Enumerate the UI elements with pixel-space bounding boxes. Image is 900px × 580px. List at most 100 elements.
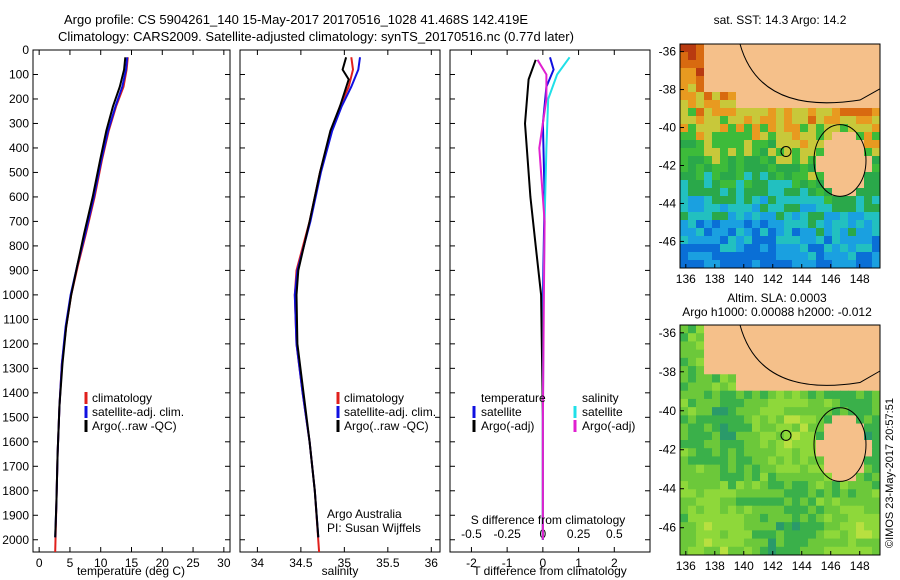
map-cell bbox=[720, 448, 729, 457]
map-cell bbox=[720, 228, 729, 237]
map-cell bbox=[696, 472, 705, 482]
map-cell bbox=[688, 481, 697, 490]
map-cell bbox=[728, 108, 737, 117]
coastline bbox=[739, 324, 881, 386]
map-cell bbox=[696, 415, 705, 425]
x-tick-label: 36 bbox=[425, 556, 439, 570]
map-cell bbox=[824, 52, 833, 61]
map-cell bbox=[680, 196, 689, 205]
map-cell bbox=[736, 357, 745, 367]
map-cell bbox=[776, 333, 785, 342]
map-cell bbox=[696, 172, 705, 181]
map-cell bbox=[792, 472, 801, 482]
map-cell bbox=[680, 513, 689, 523]
map-cell bbox=[824, 140, 833, 149]
map-cell bbox=[688, 228, 697, 237]
map-cell bbox=[768, 132, 777, 141]
map-cell bbox=[840, 188, 849, 197]
map-cell bbox=[840, 60, 849, 69]
map-cell bbox=[712, 180, 721, 189]
map-cell bbox=[696, 333, 705, 342]
map-cell bbox=[800, 84, 809, 93]
map-cell bbox=[744, 497, 753, 507]
map-cell bbox=[696, 341, 705, 351]
map-cell bbox=[800, 538, 809, 548]
map-cell bbox=[832, 196, 841, 205]
map-cell bbox=[752, 220, 761, 229]
map-cell bbox=[728, 333, 737, 342]
map-cell bbox=[752, 196, 761, 205]
map-cell bbox=[864, 333, 873, 342]
map-cell bbox=[704, 260, 713, 269]
map-cell bbox=[856, 100, 865, 109]
map-cell bbox=[752, 212, 761, 221]
map-cell bbox=[792, 52, 801, 61]
map-cell bbox=[800, 472, 809, 482]
map-cell bbox=[688, 60, 697, 69]
map-cell bbox=[688, 407, 697, 416]
legend-salinity-title: salinity bbox=[582, 391, 619, 405]
map-cell bbox=[680, 252, 689, 261]
map-cell bbox=[736, 538, 745, 548]
map-cell bbox=[832, 415, 841, 425]
map-cell bbox=[728, 489, 737, 498]
map-cell bbox=[720, 108, 729, 117]
map-cell bbox=[840, 236, 849, 245]
map-cell bbox=[824, 148, 833, 157]
map-cell bbox=[752, 456, 761, 466]
map-cell bbox=[840, 440, 849, 449]
map-cell bbox=[848, 76, 857, 85]
map-cell bbox=[832, 325, 841, 334]
map-cell bbox=[744, 132, 753, 141]
map-cell bbox=[840, 464, 849, 474]
map-cell bbox=[784, 357, 793, 367]
map-cell bbox=[712, 505, 721, 515]
map-cell bbox=[712, 440, 721, 449]
series-line-s-satellite bbox=[541, 56, 571, 540]
map-cell bbox=[824, 68, 833, 77]
map-cell bbox=[800, 333, 809, 342]
map-cell bbox=[864, 481, 873, 490]
map-cell bbox=[712, 530, 721, 540]
map-cell bbox=[832, 489, 841, 498]
map-cell bbox=[712, 252, 721, 261]
map-cell bbox=[736, 132, 745, 141]
map-cell bbox=[728, 228, 737, 237]
map-cell bbox=[864, 464, 873, 474]
map-cell bbox=[848, 196, 857, 205]
map-cell bbox=[712, 172, 721, 181]
map-cell bbox=[768, 124, 777, 133]
map-cell bbox=[776, 341, 785, 351]
map-cell bbox=[760, 236, 769, 245]
map-cell bbox=[864, 456, 873, 466]
map-cell bbox=[768, 228, 777, 237]
map-cell bbox=[832, 252, 841, 261]
map-y-tick-label: -38 bbox=[659, 83, 677, 97]
map-cell bbox=[768, 374, 777, 383]
map-cell bbox=[736, 236, 745, 245]
map-cell bbox=[696, 382, 705, 392]
map-cell bbox=[744, 84, 753, 93]
map-cell bbox=[680, 188, 689, 197]
map-cell bbox=[680, 415, 689, 425]
map-cell bbox=[696, 497, 705, 507]
map-cell bbox=[800, 431, 809, 441]
map-cell bbox=[768, 260, 777, 269]
map-cell bbox=[824, 390, 833, 400]
map-cell bbox=[872, 228, 881, 237]
map-cell bbox=[752, 325, 761, 334]
map-cell bbox=[696, 108, 705, 117]
map-cell bbox=[792, 236, 801, 245]
map-cell bbox=[816, 382, 825, 392]
sst-map-frame bbox=[679, 43, 881, 269]
map-cell bbox=[824, 398, 833, 408]
map-cell bbox=[824, 382, 833, 392]
map-cell bbox=[752, 124, 761, 133]
map-cell bbox=[728, 68, 737, 77]
y-tick-label: 1800 bbox=[2, 484, 29, 498]
map-cell bbox=[760, 366, 769, 375]
map-cell bbox=[816, 212, 825, 221]
map-cell bbox=[792, 60, 801, 69]
map-cell bbox=[752, 52, 761, 61]
y-tick-label: 0 bbox=[22, 43, 29, 57]
